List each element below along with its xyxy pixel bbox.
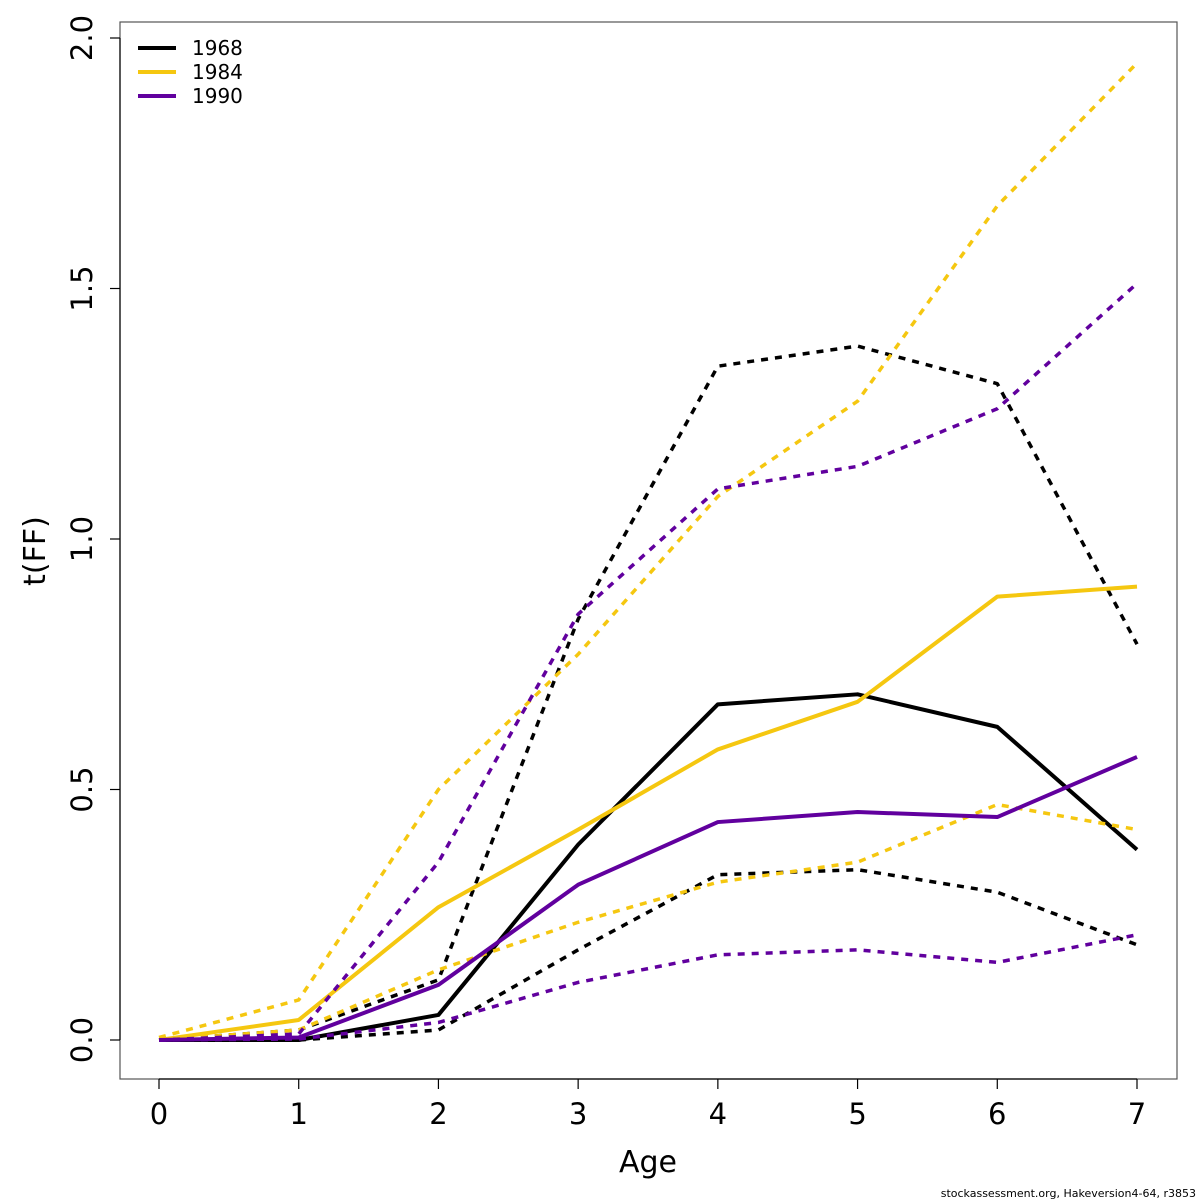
series-1968-estimate-line <box>159 692 1139 1042</box>
x-tick-label: 6 <box>988 1097 1006 1131</box>
x-tick-label: 3 <box>569 1097 587 1131</box>
y-tick-label: 1.5 <box>65 265 99 311</box>
plot-frame <box>119 21 1178 1080</box>
y-axis-title: t(FF) <box>18 516 53 586</box>
series-1990-estimate-line <box>158 755 1138 1042</box>
y-tick-label: 0.0 <box>65 1017 99 1063</box>
y-axis: 0.0 0.5 1.0 1.5 2.0 <box>65 15 121 1063</box>
y-tick-label: 1.0 <box>65 516 99 562</box>
x-tick-label: 2 <box>429 1097 447 1131</box>
x-tick-label: 5 <box>848 1097 866 1131</box>
series-1984-estimate-line <box>158 584 1138 1042</box>
x-tick-label: 7 <box>1128 1097 1146 1131</box>
legend-label-1968: 1968 <box>192 36 243 60</box>
x-tick-label: 1 <box>289 1097 307 1131</box>
series-1984-upper-line <box>158 61 1139 1040</box>
series-1984-lower-line <box>158 802 1138 1042</box>
legend-label-1990: 1990 <box>192 84 243 108</box>
series-1990-upper-line <box>158 282 1139 1042</box>
x-tick-label: 0 <box>150 1097 168 1131</box>
x-axis: 0 1 2 3 4 5 6 7 <box>150 1078 1146 1131</box>
series-lines <box>158 61 1139 1042</box>
x-tick-label: 4 <box>709 1097 727 1131</box>
series-1990-lower-line <box>158 933 1138 1042</box>
series-1968-lower-line <box>159 867 1138 1042</box>
y-tick-label: 2.0 <box>65 15 99 61</box>
legend-label-1984: 1984 <box>192 60 243 84</box>
series-1968-upper-line <box>158 344 1139 1042</box>
y-tick-label: 0.5 <box>65 766 99 812</box>
footer-credit: stockassessment.org, Hakeversion4-64, r3… <box>941 1187 1196 1200</box>
x-axis-title: Age <box>619 1145 677 1180</box>
